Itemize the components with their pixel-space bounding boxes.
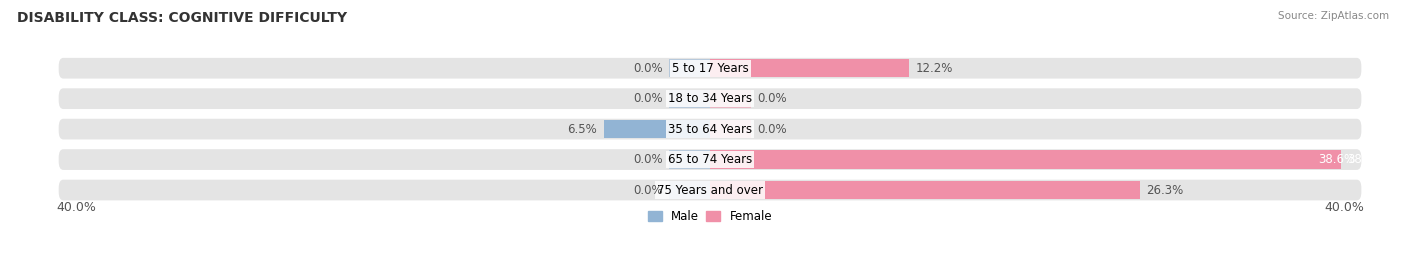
Text: 6.5%: 6.5% [568, 123, 598, 136]
FancyBboxPatch shape [59, 58, 1361, 79]
Text: 12.2%: 12.2% [915, 62, 953, 75]
Text: 0.0%: 0.0% [633, 92, 662, 105]
Text: 35 to 64 Years: 35 to 64 Years [668, 123, 752, 136]
FancyBboxPatch shape [59, 180, 1361, 200]
Text: 65 to 74 Years: 65 to 74 Years [668, 153, 752, 166]
Bar [710, 90, 751, 108]
Text: 40.0%: 40.0% [56, 201, 96, 214]
Text: 0.0%: 0.0% [633, 153, 662, 166]
Text: 38.6%: 38.6% [1319, 153, 1355, 166]
Bar [710, 150, 1341, 169]
Bar [669, 150, 710, 169]
Bar [710, 59, 910, 77]
Text: 26.3%: 26.3% [1146, 183, 1184, 197]
Bar [669, 59, 710, 77]
Bar [669, 181, 710, 199]
Legend: Male, Female: Male, Female [643, 206, 778, 228]
Text: DISABILITY CLASS: COGNITIVE DIFFICULTY: DISABILITY CLASS: COGNITIVE DIFFICULTY [17, 11, 347, 25]
Bar [710, 120, 751, 138]
Text: 5 to 17 Years: 5 to 17 Years [672, 62, 748, 75]
Bar [710, 181, 1140, 199]
Text: 40.0%: 40.0% [1324, 201, 1364, 214]
Text: 75 Years and over: 75 Years and over [657, 183, 763, 197]
Text: 0.0%: 0.0% [758, 92, 787, 105]
Text: 18 to 34 Years: 18 to 34 Years [668, 92, 752, 105]
Bar [603, 120, 710, 138]
Text: Source: ZipAtlas.com: Source: ZipAtlas.com [1278, 11, 1389, 21]
Text: 0.0%: 0.0% [633, 183, 662, 197]
FancyBboxPatch shape [59, 119, 1361, 139]
Bar [669, 90, 710, 108]
Text: 0.0%: 0.0% [758, 123, 787, 136]
FancyBboxPatch shape [59, 88, 1361, 109]
Text: 38.6%: 38.6% [1347, 153, 1385, 166]
FancyBboxPatch shape [59, 149, 1361, 170]
Text: 0.0%: 0.0% [633, 62, 662, 75]
